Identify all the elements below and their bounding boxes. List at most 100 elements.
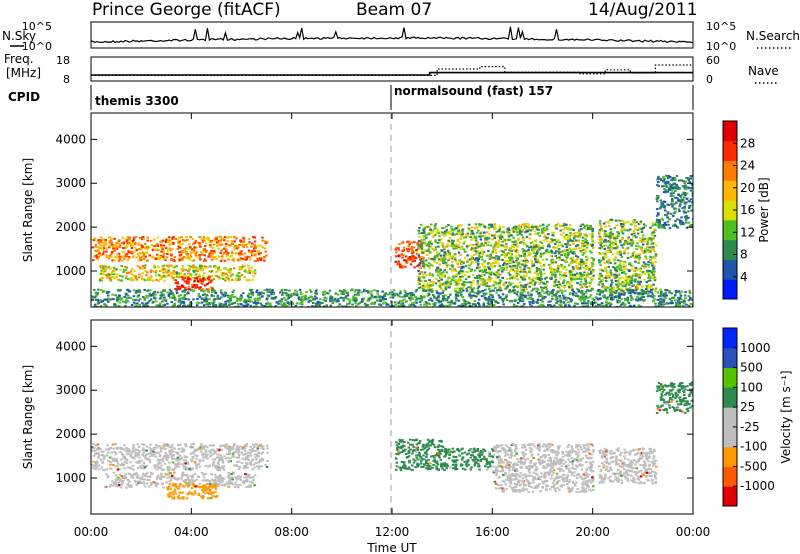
power-panel-cell-7-1172 xyxy=(277,302,280,305)
power-panel-cell-4-913 xyxy=(591,233,594,236)
power-panel-cell-4-11 xyxy=(432,249,436,252)
power-panel-cell-4-432 xyxy=(447,257,451,260)
power-panel-cell-7-606 xyxy=(586,289,589,291)
power-panel-cell-7-1162 xyxy=(527,291,530,294)
power-panel-cell-4-1291 xyxy=(431,235,435,238)
power-panel-cell-4-604 xyxy=(470,226,474,229)
power-panel-cell-1-273 xyxy=(117,278,120,281)
power-panel-cell-4-1153 xyxy=(556,222,560,225)
power-panel-cell-4-1286 xyxy=(545,225,549,228)
power-panel-cell-7-1056 xyxy=(284,299,287,301)
power-panel-cell-7-900 xyxy=(167,293,171,296)
power-panel-cell-6-250 xyxy=(672,195,675,198)
power-panel-cell-1-125 xyxy=(107,266,110,269)
power-panel-cell-7-263 xyxy=(662,294,665,297)
power-panel-cell-7-132 xyxy=(257,294,261,297)
power-panel-cell-5-441 xyxy=(620,238,624,241)
power-panel-cell-4-205 xyxy=(578,274,582,277)
power-panel-cell-0-472 xyxy=(108,254,111,257)
power-panel-cell-7-1045 xyxy=(142,296,145,298)
power-panel-cell-3-53 xyxy=(412,246,415,249)
power-panel-cell-2-27 xyxy=(187,285,190,288)
power-panel-cell-7-971 xyxy=(216,297,219,300)
power-panel-cell-5-303 xyxy=(631,219,635,222)
power-panel-cell-4-1003 xyxy=(529,229,533,232)
beam-label: Beam 07 xyxy=(356,0,432,20)
power-panel-cell-4-1355 xyxy=(536,232,539,235)
power-panel-cell-0-313 xyxy=(256,244,259,247)
power-panel-cell-6-228 xyxy=(658,219,661,221)
power-panel-cell-7-774 xyxy=(482,304,486,307)
power-panel-cell-4-833 xyxy=(472,261,475,264)
power-panel-cell-7-817 xyxy=(171,304,175,307)
power-panel-cell-0-280 xyxy=(162,252,166,255)
power-panel-cell-7-1179 xyxy=(584,302,587,305)
power-panel-cell-5-444 xyxy=(604,254,608,257)
power-panel-cell-1-70 xyxy=(238,266,242,269)
power-panel-cell-7-641 xyxy=(156,304,159,307)
power-panel-cell-5-535 xyxy=(606,286,610,289)
power-panel-cell-0-460 xyxy=(106,247,109,250)
power-panel-cell-7-587 xyxy=(547,300,551,303)
power-panel-cell-7-419 xyxy=(515,305,519,307)
power-panel-cell-4-34 xyxy=(478,276,481,279)
power-panel-cell-7-233 xyxy=(315,297,318,300)
power-panel-cell-4-706 xyxy=(508,270,512,273)
power-panel-cell-4-1401 xyxy=(528,225,531,228)
power-panel-cell-0-442 xyxy=(233,245,237,248)
power-panel-cell-4-549 xyxy=(545,284,548,287)
power-panel-cell-7-415 xyxy=(414,290,418,293)
power-panel-cell-7-655 xyxy=(297,296,300,299)
power-panel-cell-0-495 xyxy=(197,242,200,244)
power-panel-cell-4-359 xyxy=(449,240,452,243)
power-panel-cell-4-501 xyxy=(418,236,421,239)
power-panel-cell-1-119 xyxy=(184,275,188,278)
power-panel-cell-4-809 xyxy=(584,278,587,281)
power-panel-cell-5-571 xyxy=(613,226,616,229)
power-panel-cell-6-136 xyxy=(658,207,662,210)
power-panel-cell-0-420 xyxy=(166,253,169,255)
power-panel-cell-4-1521 xyxy=(430,242,433,245)
power-panel-cell-7-1174 xyxy=(118,301,122,304)
power-panel-cell-7-951 xyxy=(388,291,392,294)
power-panel-cell-3-1 xyxy=(396,263,399,266)
power-panel-cell-7-780 xyxy=(344,295,348,298)
power-panel-cell-3-25 xyxy=(404,255,408,258)
power-panel-cell-4-350 xyxy=(471,231,474,234)
power-panel-cell-7-694 xyxy=(643,299,647,302)
power-panel-cell-4-1021 xyxy=(494,281,498,284)
power-panel-cell-0-355 xyxy=(141,251,145,254)
power-panel-cell-7-1143 xyxy=(629,291,632,294)
power-panel-cell-7-847 xyxy=(562,294,565,297)
power-panel-cell-5-36 xyxy=(616,259,620,262)
power-panel-cell-4-979 xyxy=(490,285,494,288)
power-panel-cell-5-38 xyxy=(648,270,651,272)
power-panel-cell-7-99 xyxy=(207,290,210,293)
power-panel-cell-4-1337 xyxy=(484,284,487,287)
power-panel-cell-7-1208 xyxy=(473,300,477,303)
power-panel-cell-0-315 xyxy=(139,236,142,239)
power-panel-cell-4-167 xyxy=(521,277,524,280)
power-panel-cell-4-1045 xyxy=(523,264,526,267)
power-panel-cell-7-1249 xyxy=(108,298,112,301)
power-panel-cell-0-418 xyxy=(252,247,256,250)
power-panel-cell-6-43 xyxy=(690,209,693,212)
power-panel-cell-6-204 xyxy=(681,198,684,201)
power-panel-cell-4-1058 xyxy=(476,243,480,246)
power-panel-cell-5-127 xyxy=(598,277,601,280)
power-panel-cell-4-1601 xyxy=(423,230,426,233)
power-panel-cell-4-222 xyxy=(585,228,588,231)
power-panel-cell-4-781 xyxy=(590,228,593,231)
power-panel-cell-7-738 xyxy=(310,296,313,298)
power-panel-cell-7-797 xyxy=(361,298,364,301)
power-panel-cell-7-809 xyxy=(285,304,288,307)
power-panel-cell-4-1333 xyxy=(567,234,570,237)
power-panel-cell-7-834 xyxy=(280,303,283,306)
freq-unit-label: [MHz] xyxy=(6,66,41,80)
power-panel-cell-7-1242 xyxy=(683,301,686,304)
power-panel-cell-0-340 xyxy=(255,245,258,248)
power-panel-cell-1-193 xyxy=(205,266,208,269)
power-panel-cell-5-312 xyxy=(629,264,633,267)
power-panel-cell-7-782 xyxy=(149,289,152,292)
power-panel-cell-5-383 xyxy=(646,289,649,292)
